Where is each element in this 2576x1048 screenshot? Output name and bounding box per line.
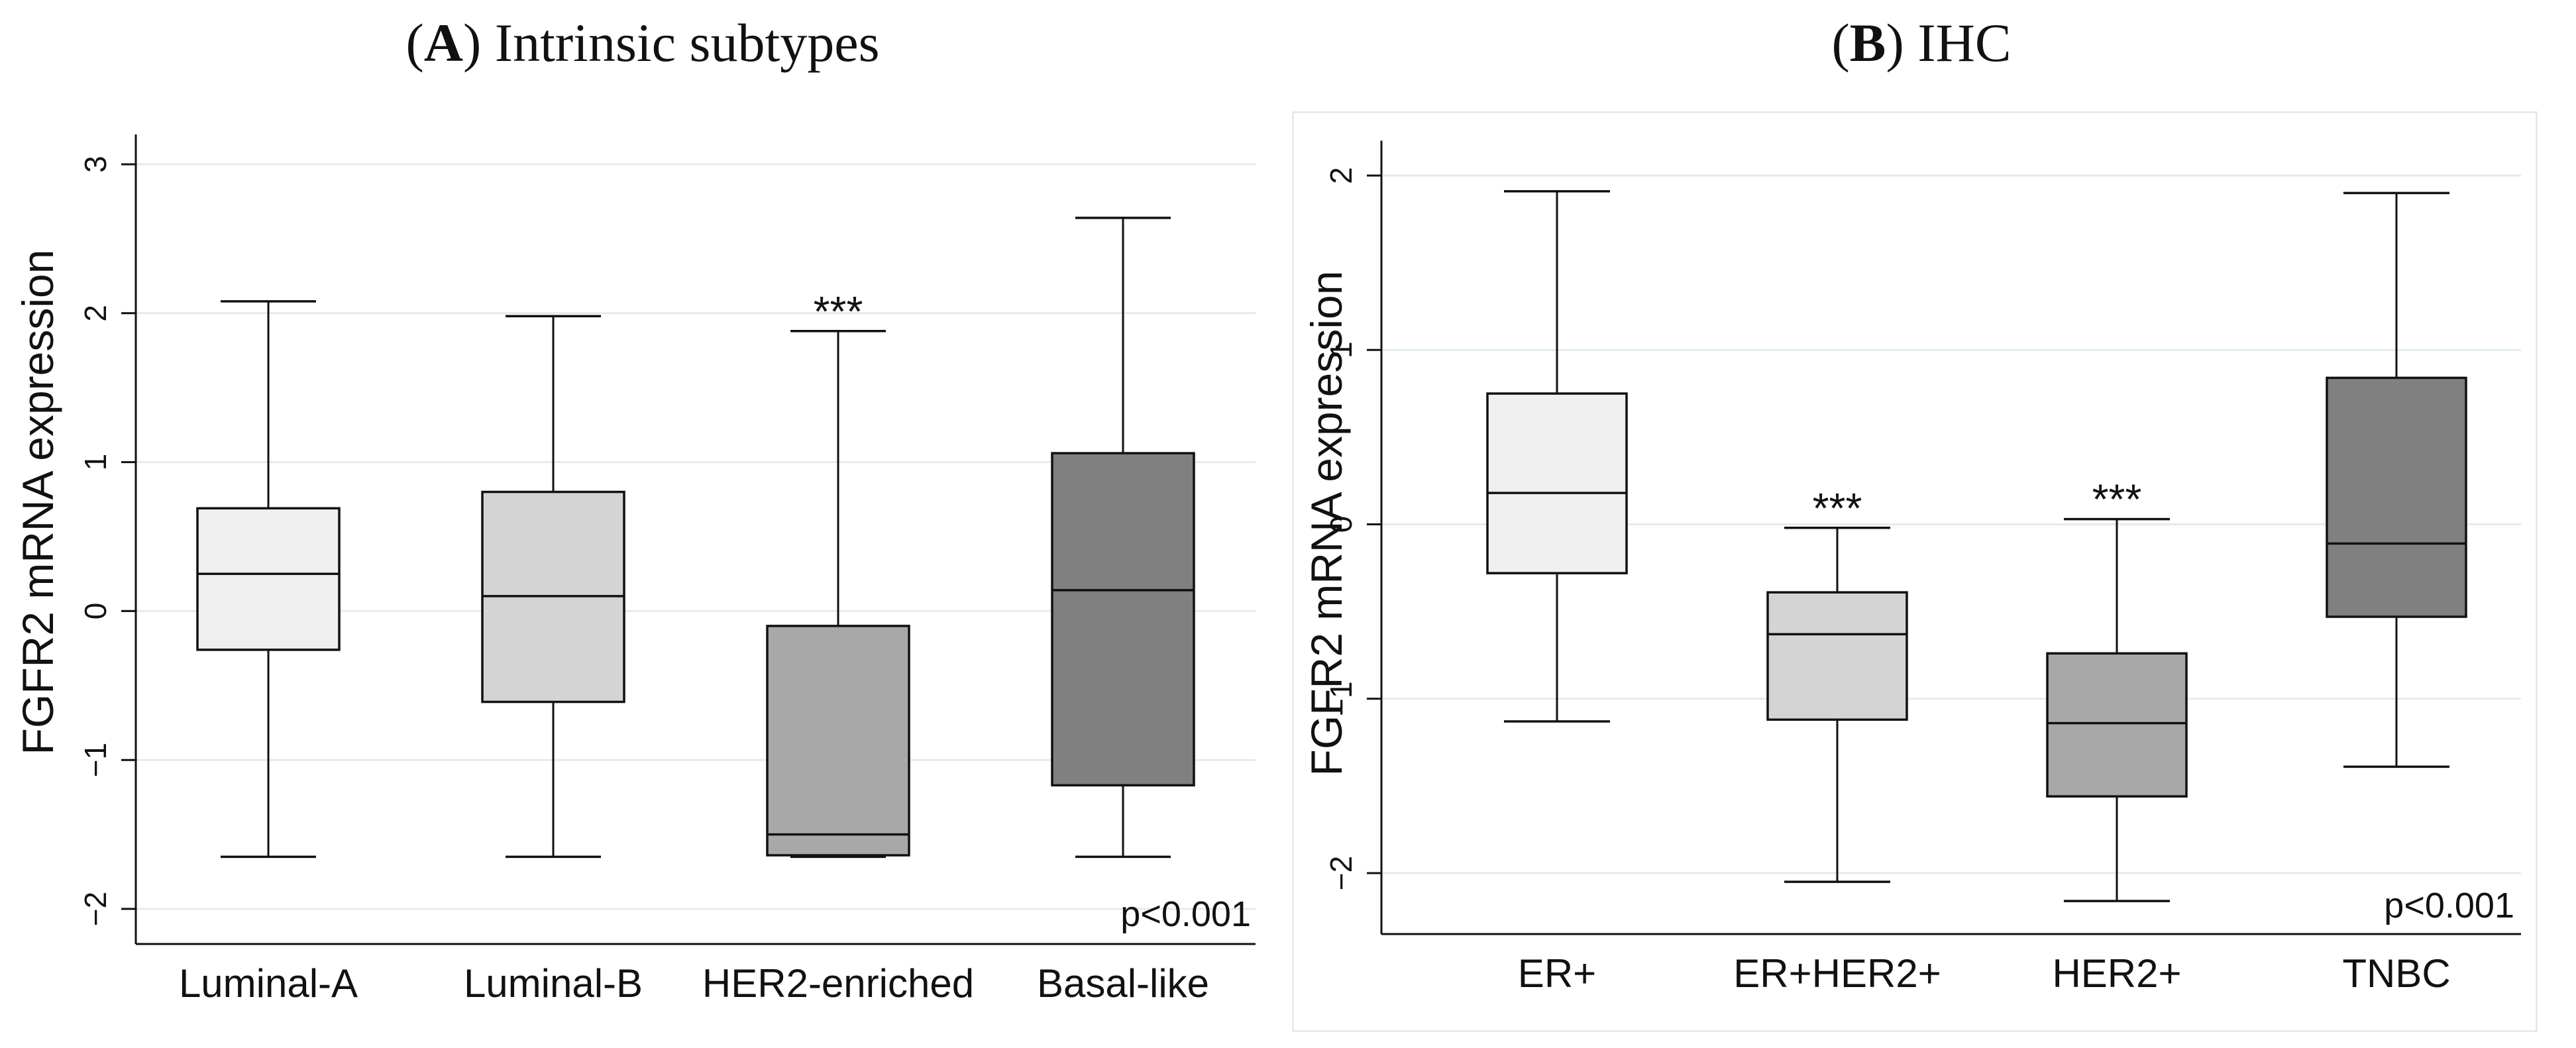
- chart-a: −2 −1 0 1 2 3 FGFR2 mRNA expression Luminal-A Lu…: [13, 134, 1256, 1006]
- y-tick-label: −1: [78, 743, 113, 777]
- y-axis-label: FGFR2 mRNA expression: [13, 250, 62, 755]
- p-value-annotation: p<0.001: [2384, 886, 2514, 925]
- box-er-her2-: ***: [1766, 484, 1908, 883]
- category-label: Luminal-B: [464, 961, 643, 1006]
- panel-b-title: (B) IHC: [1831, 13, 2012, 73]
- box-er-: [1486, 189, 1628, 723]
- y-tick-label: −2: [1324, 856, 1358, 890]
- significance-marker: ***: [1813, 484, 1862, 532]
- y-tick-label: −1: [1324, 682, 1358, 716]
- significance-marker: ***: [814, 288, 863, 335]
- box-her2-: ***: [2046, 476, 2188, 902]
- y-tick-label: 1: [1324, 341, 1358, 358]
- box-tnbc: [2326, 191, 2467, 768]
- box-her2-enriched: ***: [766, 288, 910, 859]
- panel-a-name: Intrinsic subtypes: [494, 13, 880, 73]
- category-label: ER+HER2+: [1733, 951, 1941, 996]
- significance-marker: ***: [2092, 476, 2142, 523]
- category-label: TNBC: [2342, 951, 2450, 996]
- y-axis-label: FGFR2 mRNA expression: [1302, 271, 1351, 776]
- iqr-box: [766, 625, 910, 857]
- y-tick-label: 0: [78, 603, 113, 620]
- box-basal-like: [1051, 217, 1195, 859]
- category-label: ER+: [1518, 951, 1596, 996]
- iqr-box: [2326, 376, 2467, 618]
- y-tick-label: −2: [78, 892, 113, 926]
- panel-b-frame: [1292, 111, 2538, 1032]
- panel-a-title: (A) Intrinsic subtypes: [405, 13, 880, 73]
- panel-b-name: IHC: [1917, 13, 2012, 73]
- category-label: Basal-like: [1037, 961, 1209, 1006]
- iqr-box: [1486, 392, 1628, 574]
- y-tick-label: 2: [1324, 167, 1358, 184]
- category-label: HER2+: [2052, 951, 2181, 996]
- iqr-box: [196, 507, 341, 651]
- y-tick-label: 2: [78, 305, 113, 322]
- iqr-box: [1051, 452, 1195, 787]
- chart-b: −2 −1 0 1 2 FGFR2 mRNA expression ER+ *** ER+HER…: [1302, 140, 2521, 996]
- category-label: HER2-enriched: [702, 961, 974, 1006]
- y-tick-label: 0: [1324, 516, 1358, 533]
- iqr-box: [2046, 652, 2188, 798]
- category-label: Luminal-A: [179, 961, 358, 1006]
- panel-a-letter: A: [423, 13, 463, 73]
- y-tick-label: 1: [78, 454, 113, 471]
- panel-b-letter: B: [1849, 13, 1886, 73]
- box-luminal-a: [196, 300, 341, 859]
- p-value-annotation: p<0.001: [1120, 894, 1251, 934]
- box-luminal-b: [481, 315, 625, 859]
- y-tick-label: 3: [78, 156, 113, 173]
- iqr-box: [1766, 591, 1908, 721]
